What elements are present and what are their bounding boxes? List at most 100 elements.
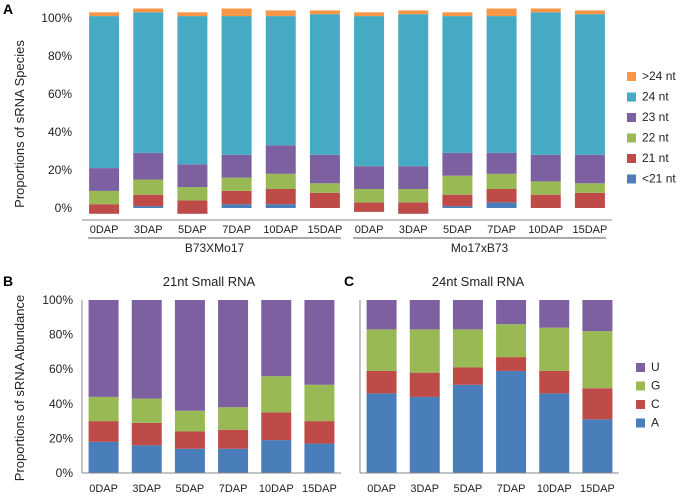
c-bar-4-a: [496, 370, 527, 473]
a-bar-9-23-nt: [442, 152, 473, 176]
b-x-tick-label: 3DAP: [132, 483, 161, 495]
c-bar-6-a: [582, 419, 613, 473]
a-bar-7-23-nt: [354, 166, 385, 189]
c-bar-3-g: [452, 329, 483, 368]
b-bar-5-a: [261, 440, 292, 473]
panel-a-y-axis-label: Proportions of sRNA Species: [12, 40, 27, 208]
a-bar-11-21-nt: [530, 194, 561, 208]
c-bar-5-u: [539, 300, 570, 328]
c-legend-label-u: U: [651, 360, 660, 374]
a-bar-11-24-nt: [530, 12, 561, 155]
a-x-tick-label: 7DAP: [487, 224, 516, 236]
a-bar-7-21-nt: [354, 202, 385, 212]
panel-b-letter: B: [3, 273, 13, 289]
a-bar-3-23-nt: [177, 164, 208, 188]
b-bar-6-c: [304, 421, 335, 444]
a-bar-9-21-nt: [442, 194, 473, 207]
a-y-tick-20: 20%: [48, 163, 72, 177]
a-legend-label-24-nt: 24 nt: [642, 90, 669, 104]
a-x-tick-label: 0DAP: [90, 224, 119, 236]
b-bar-1-c: [88, 421, 119, 442]
panel-c-title: 24nt Small RNA: [432, 274, 525, 289]
a-legend-swatch-24-nt: [627, 92, 636, 102]
a-bar-8-24-nt: [398, 14, 429, 167]
c-legend-label-c: C: [651, 397, 660, 411]
a-bar-4-21-nt: [221, 190, 252, 205]
a-bar-3-22-nt: [177, 187, 208, 201]
c-bar-6-c: [582, 388, 613, 420]
a-bar-5-21-nt: [265, 189, 296, 205]
a-bar-10-22-nt: [486, 173, 517, 189]
a-legend-label-22-nt: 22 nt: [642, 131, 669, 145]
a-bar-3-21-nt: [177, 200, 208, 214]
c-x-tick-label: 7DAP: [497, 483, 526, 495]
a-legend-label-23-nt: 23 nt: [642, 110, 669, 124]
a-bar-4-24-nt: [221, 16, 252, 155]
b-bar-2-a: [131, 445, 162, 473]
a-bar-11-22-nt: [530, 181, 561, 195]
c-bar-2-u: [409, 300, 440, 330]
a-legend-label-21-nt: <21 nt: [642, 172, 676, 186]
a-bar-4-24-nt: [221, 8, 252, 17]
b-y-tick-60: 60%: [49, 362, 73, 376]
a-x-tick-label: 3DAP: [134, 224, 163, 236]
b-y-tick-40: 40%: [49, 397, 73, 411]
b-bar-6-g: [304, 384, 335, 422]
c-bar-3-u: [452, 300, 483, 330]
b-bar-4-u: [218, 300, 249, 408]
a-bar-6-23-nt: [309, 154, 340, 184]
c-legend-swatch-a: [636, 418, 645, 428]
c-legend-label-g: G: [651, 379, 660, 393]
a-bar-10-23-nt: [486, 152, 517, 174]
a-bar-4-22-nt: [221, 177, 252, 191]
b-y-tick-20: 20%: [49, 431, 73, 445]
a-bar-8-22-nt: [398, 189, 429, 203]
c-x-tick-label: 3DAP: [410, 483, 439, 495]
a-x-tick-label: 0DAP: [355, 224, 384, 236]
a-bar-1-23-nt: [89, 168, 120, 191]
a-bar-8-24-nt: [398, 10, 429, 15]
c-bar-5-g: [539, 327, 570, 371]
c-legend-swatch-u: [636, 363, 645, 372]
a-x-tick-label: 5DAP: [178, 224, 207, 236]
a-x-tick-label: 3DAP: [399, 224, 428, 236]
c-x-tick-label: 10DAP: [537, 483, 572, 495]
a-legend-swatch-22-nt: [627, 133, 636, 143]
a-bar-9-24-nt: [442, 16, 473, 153]
c-bar-5-c: [539, 370, 570, 394]
panel-b-title: 21nt Small RNA: [163, 274, 256, 289]
b-bar-2-g: [131, 398, 162, 423]
a-y-tick-0: 0%: [55, 201, 73, 215]
a-bar-9-22-nt: [442, 175, 473, 195]
a-y-tick-60: 60%: [48, 87, 72, 101]
b-x-tick-label: 15DAP: [302, 483, 337, 495]
a-legend-swatch-23-nt: [627, 113, 636, 122]
a-y-tick-100: 100%: [41, 11, 72, 25]
a-bar-12-22-nt: [574, 183, 605, 193]
a-legend-swatch-24-nt: [627, 72, 636, 81]
b-x-tick-label: 0DAP: [89, 483, 118, 495]
panel-b-y-axis-label: Proportions of sRNA Abundance: [12, 295, 27, 481]
a-bar-5-24-nt: [265, 10, 296, 17]
a-x-tick-label: 7DAP: [222, 224, 251, 236]
a-bar-6-22-nt: [309, 183, 340, 193]
a-bar-12-21-nt: [574, 192, 605, 208]
b-y-tick-80: 80%: [49, 328, 73, 342]
a-bar-12-24-nt: [574, 14, 605, 155]
a-bar-10-21-nt: [486, 202, 517, 208]
a-legend-swatch-21-nt: [627, 154, 636, 163]
b-x-tick-label: 10DAP: [259, 483, 294, 495]
b-bar-5-u: [261, 300, 292, 377]
a-y-tick-80: 80%: [48, 49, 72, 63]
a-x-tick-label: 5DAP: [443, 224, 472, 236]
a-bar-2-21-nt: [133, 194, 164, 207]
a-bar-9-24-nt: [442, 12, 473, 17]
a-bar-1-21-nt: [89, 204, 120, 214]
a-bar-11-24-nt: [530, 8, 561, 13]
a-bar-5-23-nt: [265, 145, 296, 174]
c-bar-2-c: [409, 372, 440, 397]
a-bar-6-24-nt: [309, 14, 340, 155]
b-x-tick-label: 5DAP: [176, 483, 205, 495]
c-bar-3-c: [452, 367, 483, 385]
b-bar-1-u: [88, 300, 119, 397]
